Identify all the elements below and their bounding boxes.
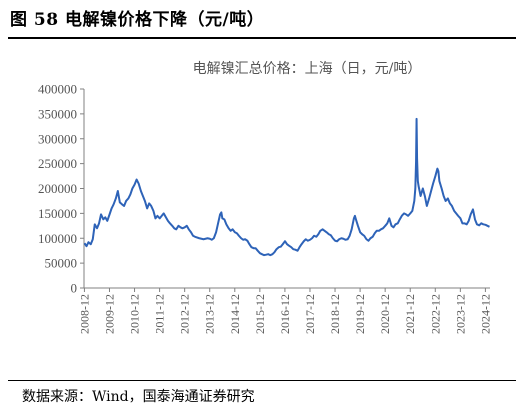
x-tick-label: 2008-12: [77, 294, 91, 334]
series-line-nickel-price: [83, 117, 490, 257]
source-note: 数据来源：Wind，国泰海通证券研究: [22, 389, 255, 405]
x-tick-label: 2017-12: [303, 294, 317, 334]
x-tick-label: 2018-12: [328, 294, 342, 334]
y-tick-label: 250000: [38, 156, 77, 171]
y-ticks: 400000 350000 300000 250000 200000 150000 1000…: [38, 82, 84, 296]
x-tick-label: 2010-12: [128, 294, 142, 334]
series-label: 电解镍汇总价格：上海（日，元/吨）: [193, 61, 422, 77]
y-tick-label: 0: [71, 281, 78, 296]
x-tick-label: 2021-12: [403, 294, 417, 334]
y-tick-label: 200000: [38, 181, 77, 196]
x-tick-label: 2012-12: [178, 294, 192, 334]
title-rule: [8, 37, 516, 39]
y-tick-label: 400000: [38, 82, 77, 97]
x-tick-label: 2023-12: [453, 294, 467, 334]
x-tick-label: 2022-12: [428, 294, 442, 334]
y-tick-label: 150000: [38, 206, 77, 221]
x-ticks: 2008-12 2009-12 2010-12 2011-12 2012-12 2013-…: [77, 288, 492, 334]
y-tick-label: 100000: [38, 231, 77, 246]
x-tick-label: 2020-12: [378, 294, 392, 334]
x-tick-label: 2011-12: [153, 294, 167, 334]
y-tick-label: 350000: [38, 106, 77, 121]
x-tick-label: 2015-12: [253, 294, 267, 334]
figure-title: 图 58 电解镍价格下降（元/吨）: [10, 10, 265, 30]
x-tick-label: 2019-12: [353, 294, 367, 334]
y-tick-label: 300000: [38, 131, 77, 146]
line-chart: 电解镍汇总价格：上海（日，元/吨） 400000 350000 300000 2500…: [38, 61, 492, 334]
x-tick-label: 2014-12: [228, 294, 242, 334]
x-tick-label: 2016-12: [278, 294, 292, 334]
source-rule: [8, 380, 516, 381]
x-tick-label: 2024-12: [478, 294, 492, 334]
x-tick-label: 2013-12: [203, 294, 217, 334]
x-tick-label: 2009-12: [102, 294, 116, 334]
y-tick-label: 50000: [45, 256, 78, 271]
